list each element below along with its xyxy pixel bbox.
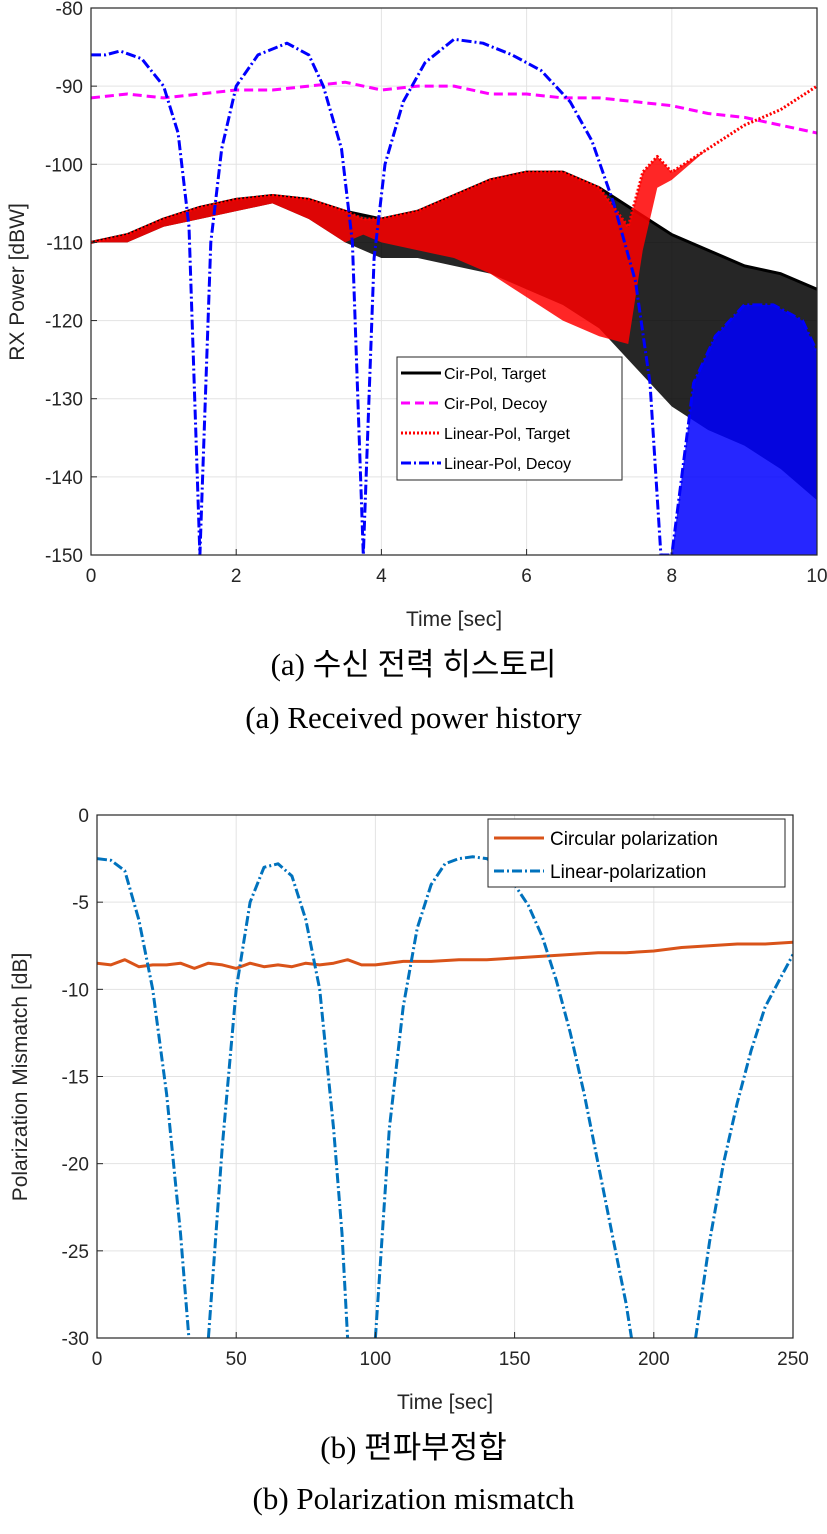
caption-b-english: (b) Polarization mismatch	[252, 1481, 575, 1516]
chart-a-legend: Cir-Pol, Target Cir-Pol, Decoy Linear-Po…	[396, 356, 623, 481]
chart-b-xtick-label: 50	[226, 1349, 247, 1370]
chart-a-xtick-label: 0	[86, 566, 97, 587]
chart-b-ylabel: Polarization Mismatch [dB]	[9, 953, 32, 1202]
chart-b-ytick-label: -15	[62, 1068, 89, 1089]
chart-a-band-linear-pol-target	[91, 86, 817, 345]
chart-b-series-linear-polarization-line	[694, 953, 793, 1338]
chart-b-legend-box	[487, 818, 786, 888]
chart-b-legend-label-linear: Linear-polarization	[550, 862, 706, 883]
chart-a-legend-label-lin-decoy: Linear-Pol, Decoy	[444, 456, 571, 473]
chart-b-series-circular-polarization-line	[97, 940, 793, 970]
chart-a-series-linear-pol-decoy-line	[91, 37, 817, 555]
chart-a: 0 2 4 6 8 10 -150 -140 -130 -120 -110 -100 -90 -80 Ti…	[6, 0, 827, 631]
chart-b-xtick-label: 200	[638, 1349, 670, 1370]
chart-a-ytick-label: -90	[56, 77, 83, 98]
caption-a-korean: (a) 수신 전력 히스토리	[270, 647, 557, 682]
chart-b-ytick-label: 0	[78, 806, 89, 827]
chart-a-legend-label-lin-target: Linear-Pol, Target	[444, 426, 571, 443]
chart-a-xtick-label: 8	[667, 566, 678, 587]
chart-b: 0 50 100 150 200 250 -30 -25 -20 -15 -10 -5 0 Time […	[9, 806, 809, 1414]
chart-a-ytick-label: -110	[46, 233, 83, 254]
chart-a-series-linear-pol-target-line	[91, 84, 817, 244]
chart-b-ytick-label: -30	[62, 1329, 89, 1350]
chart-a-legend-label-cir-target: Cir-Pol, Target	[444, 366, 547, 383]
chart-a-ytick-label: -80	[56, 0, 83, 20]
chart-a-ytick-label: -130	[45, 390, 83, 411]
chart-a-xtick-label: 6	[521, 566, 532, 587]
chart-b-xtick-label: 150	[499, 1349, 531, 1370]
chart-b-ytick-label: -20	[62, 1155, 89, 1176]
chart-b-series-linear-polarization-line	[97, 857, 191, 1338]
chart-a-band-linear-pol-decoy	[91, 39, 817, 555]
chart-b-legend-label-circular: Circular polarization	[550, 829, 718, 850]
chart-b-ytick-label: -25	[62, 1242, 89, 1263]
chart-a-xlabel: Time [sec]	[406, 608, 502, 631]
chart-b-ticks: 0 50 100 150 200 250 -30 -25 -20 -15 -10 -5 0	[62, 806, 809, 1370]
chart-b-xtick-label: 0	[92, 1349, 103, 1370]
chart-a-legend-box	[396, 356, 623, 481]
chart-a-xtick-label: 10	[806, 566, 827, 587]
chart-a-series-cir-pol-decoy-line	[91, 80, 817, 135]
chart-b-xtick-label: 250	[777, 1349, 809, 1370]
chart-a-xtick-label: 4	[376, 566, 387, 587]
chart-a-series-layer	[91, 37, 817, 555]
chart-a-axes-box	[90, 7, 818, 556]
chart-a-ylabel: RX Power [dBW]	[6, 203, 29, 361]
chart-a-ticks: 0 2 4 6 8 10 -150 -140 -130 -120 -110 -100 -90 -80	[45, 0, 827, 587]
chart-a-xtick-label: 2	[231, 566, 242, 587]
chart-a-legend-label-cir-decoy: Cir-Pol, Decoy	[444, 396, 547, 413]
chart-b-series-linear-polarization-line	[206, 862, 350, 1338]
caption-b-korean: (b) 편파부정합	[320, 1430, 507, 1465]
chart-b-ytick-label: -10	[62, 980, 89, 1001]
chart-b-xtick-label: 100	[360, 1349, 392, 1370]
chart-a-ytick-label: -140	[45, 468, 83, 489]
chart-b-xlabel: Time [sec]	[397, 1391, 493, 1414]
chart-b-ytick-label: -5	[72, 893, 89, 914]
caption-a-english: (a) Received power history	[245, 700, 582, 735]
chart-a-ytick-label: -120	[45, 312, 83, 333]
chart-a-ytick-label: -100	[45, 155, 83, 176]
chart-b-legend: Circular polarization Linear-polarizatio…	[487, 818, 786, 888]
chart-a-ytick-label: -150	[45, 546, 83, 567]
